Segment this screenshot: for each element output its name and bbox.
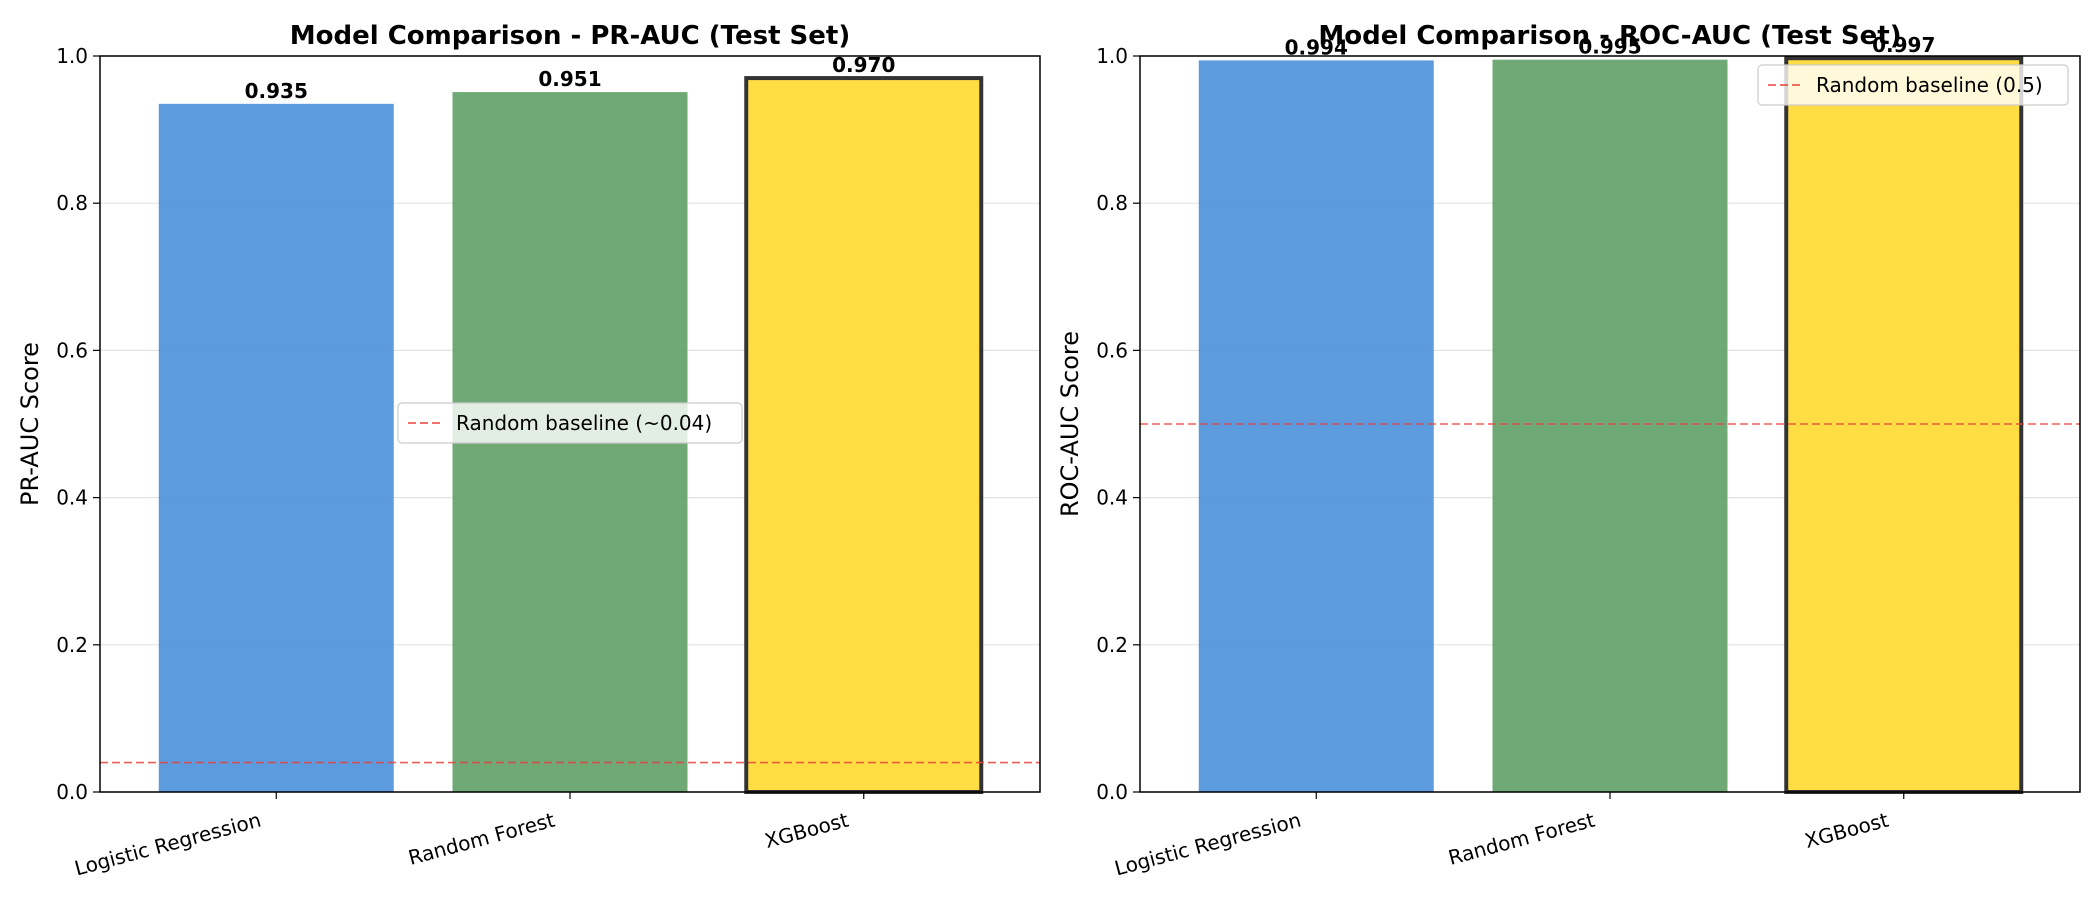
plot-frame [99, 55, 1041, 793]
x-tick-label: Logistic Regression [72, 808, 264, 881]
legend: Random baseline (0.5) [1757, 64, 2069, 106]
legend: Random baseline (~0.04) [397, 402, 743, 444]
bar-random-forest [1492, 59, 1728, 793]
y-tick-label: 1.0 [56, 44, 88, 68]
y-axis-label: PR-AUC Score [16, 342, 44, 506]
y-tick-label: 0.2 [56, 633, 88, 657]
bar-logistic-regression [1198, 60, 1434, 792]
chart-title: Model Comparison - PR-AUC (Test Set) [290, 21, 850, 51]
y-tick-label: 0.4 [56, 486, 88, 510]
x-tick-label: Random Forest [406, 808, 558, 870]
y-tick-label: 1.0 [1096, 44, 1128, 68]
x-tick-label: Logistic Regression [1112, 808, 1304, 881]
legend-box [397, 402, 743, 444]
chart-panel-1: 0.0 0.2 0.4 0.6 0.8 1.0 0.935 Logistic Regressi… [16, 21, 1041, 881]
y-tick-label: 0.2 [1096, 633, 1128, 657]
y-tick-label: 0.8 [1096, 191, 1128, 215]
bar-logistic-regression [158, 103, 394, 793]
y-tick-label: 0.6 [56, 338, 88, 362]
bar-xgboost [744, 76, 984, 794]
data-label: 0.935 [245, 79, 308, 103]
x-tick-label: XGBoost [1802, 808, 1891, 853]
x-tick-label: Random Forest [1446, 808, 1598, 870]
legend-entry-label: Random baseline (0.5) [1816, 73, 2043, 97]
x-tick-label: XGBoost [762, 808, 851, 853]
y-tick-label: 0.4 [1096, 486, 1128, 510]
data-label: 0.970 [832, 53, 895, 77]
y-tick-label: 0.0 [1096, 780, 1128, 804]
data-label: 0.997 [1872, 33, 1935, 57]
chart-title: Model Comparison - ROC-AUC (Test Set) [1318, 21, 1901, 51]
data-label: 0.951 [538, 67, 601, 91]
y-tick-label: 0.8 [56, 191, 88, 215]
bar-xgboost [1784, 56, 2024, 794]
legend-box [1757, 64, 2069, 106]
y-tick-label: 0.0 [56, 780, 88, 804]
y-tick-label: 0.6 [1096, 338, 1128, 362]
legend-entry-label: Random baseline (~0.04) [456, 411, 712, 435]
data-label: 0.995 [1578, 35, 1641, 59]
y-axis-label: ROC-AUC Score [1056, 331, 1084, 517]
plot-frame [1139, 55, 2081, 793]
